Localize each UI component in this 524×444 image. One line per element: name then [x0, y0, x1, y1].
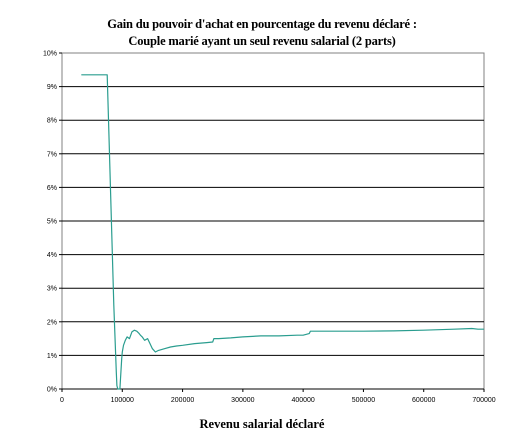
x-axis-label: Revenu salarial déclaré — [0, 417, 524, 432]
x-tick-label: 400000 — [291, 397, 314, 404]
x-tick-label: 500000 — [352, 397, 375, 404]
y-tick-label: 3% — [47, 286, 57, 293]
x-tick-label: 100000 — [111, 397, 134, 404]
x-tick-label: 0 — [60, 397, 64, 404]
y-tick-label: 1% — [47, 353, 57, 360]
y-tick-label: 4% — [47, 252, 57, 259]
y-tick-label: 0% — [47, 387, 57, 394]
x-tick-label: 700000 — [472, 397, 495, 404]
y-tick-label: 2% — [47, 319, 57, 326]
series-line — [81, 75, 484, 389]
x-tick-label: 600000 — [412, 397, 435, 404]
x-tick-label: 300000 — [231, 397, 254, 404]
y-tick-label: 7% — [47, 151, 57, 158]
y-tick-label: 5% — [47, 219, 57, 226]
y-tick-label: 6% — [47, 185, 57, 192]
x-tick-label: 200000 — [171, 397, 194, 404]
y-tick-label: 8% — [47, 118, 57, 125]
y-tick-label: 9% — [47, 84, 57, 91]
y-tick-label: 10% — [43, 51, 57, 58]
